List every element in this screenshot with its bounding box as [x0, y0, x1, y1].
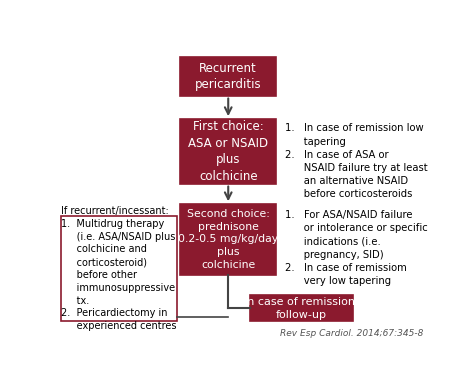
FancyBboxPatch shape [61, 216, 177, 322]
FancyBboxPatch shape [181, 119, 276, 184]
FancyBboxPatch shape [250, 295, 353, 322]
Text: Second choice:
prednisone
0.2-0.5 mg/kg/day
plus
colchicine: Second choice: prednisone 0.2-0.5 mg/kg/… [178, 209, 278, 270]
Text: First choice:
ASA or NSAID
plus
colchicine: First choice: ASA or NSAID plus colchici… [188, 120, 268, 182]
FancyBboxPatch shape [181, 204, 276, 275]
Text: Rev Esp Cardiol. 2014;67:345-8: Rev Esp Cardiol. 2014;67:345-8 [280, 329, 423, 338]
Text: 1.   For ASA/NSAID failure
      or intolerance or specific
      indications (i: 1. For ASA/NSAID failure or intolerance … [285, 210, 428, 286]
Text: If recurrent/incessant:
1.  Multidrug therapy
     (i.e. ASA/NSAID plus
     col: If recurrent/incessant: 1. Multidrug the… [61, 206, 177, 331]
FancyBboxPatch shape [181, 58, 276, 96]
Text: In case of remission:
follow-up: In case of remission: follow-up [245, 297, 359, 320]
Text: 1.   In case of remission low
      tapering
2.   In case of ASA or
      NSAID : 1. In case of remission low tapering 2. … [285, 123, 428, 200]
Text: Recurrent
pericarditis: Recurrent pericarditis [195, 62, 262, 91]
